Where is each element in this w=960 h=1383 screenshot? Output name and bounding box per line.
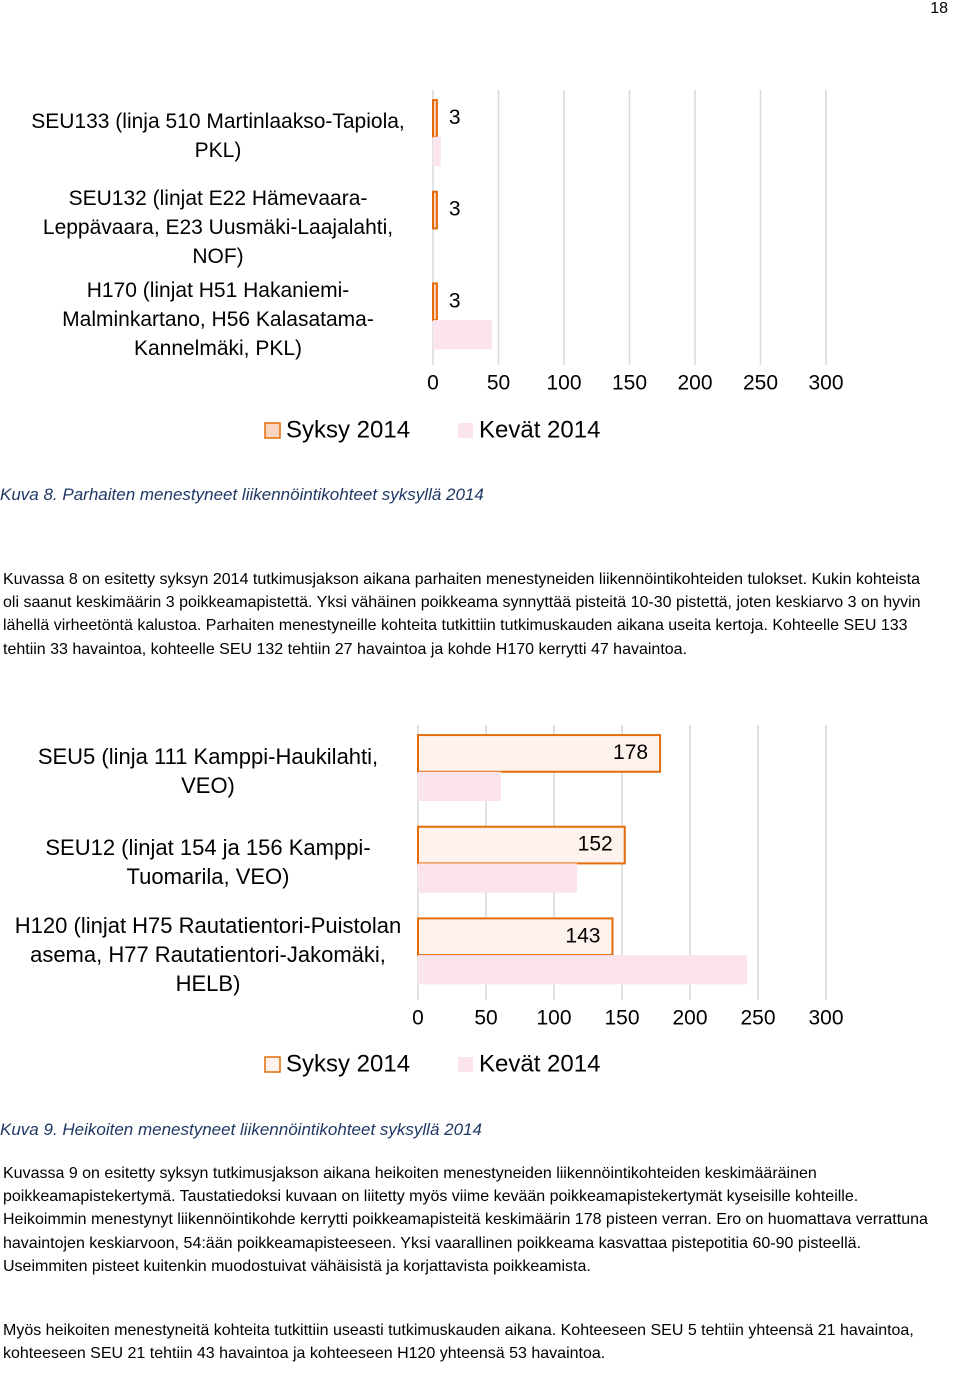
legend-label: Kevät 2014 [479,416,600,443]
x-tick-label: 50 [487,372,510,395]
bar [432,190,438,230]
caption: Kuva 9. Heikoiten menestyneet liikennöin… [0,1120,482,1139]
data-label: 152 [578,833,613,856]
x-tick-label: 300 [808,1007,843,1030]
x-tick-label: 0 [427,372,439,395]
x-tick-label: 50 [474,1007,497,1030]
category-label: H170 (linjat H51 Hakaniemi-Malminkartano… [62,278,374,360]
legend-label: Kevät 2014 [479,1050,600,1077]
category-label: SEU132 (linjat E22 Hämevaara-Leppävaara,… [42,186,394,268]
x-tick-label: 250 [740,1007,775,1030]
paragraph: Kuvassa 9 on esitetty syksyn tutkimusjak… [3,1165,928,1275]
bar [417,734,662,773]
legend-label: Syksy 2014 [286,1050,410,1077]
legend-swatch [264,422,281,439]
category-label: SEU5 (linja 111 Kamppi-Haukilahti, VEO) [37,743,379,798]
x-tick-label: 200 [672,1007,707,1030]
bar [418,771,501,802]
bar [417,825,626,865]
x-tick-label: 200 [677,372,712,395]
bar [418,955,748,985]
x-tick-label: 300 [808,372,843,395]
paragraph: Myös heikoiten menestyneitä kohteita tut… [3,1322,914,1363]
category-label: SEU133 (linja 510 Martinlaakso-Tapiola, … [31,109,405,162]
category-label: SEU12 (linjat 154 ja 156 Kamppi-Tuomaril… [45,835,371,890]
paragraph: Kuvassa 8 on esitetty syksyn 2014 tutkim… [3,571,921,658]
bar [433,320,492,350]
page-number: 18 [930,0,948,17]
legend-swatch [264,1056,281,1073]
data-label: 3 [449,198,461,221]
legend-swatch [458,1057,473,1072]
data-label: 3 [449,289,461,312]
x-tick-label: 250 [743,372,778,395]
data-label: 143 [565,924,600,947]
data-label: 178 [613,741,648,764]
x-tick-label: 100 [536,1007,571,1030]
bar [432,282,438,322]
bar [417,917,614,957]
x-tick-label: 100 [546,372,581,395]
legend-label: Syksy 2014 [286,416,410,443]
bar [433,136,441,167]
category-label: H120 (linjat H75 Rautatientori-Puistolan… [14,912,402,996]
data-label: 3 [449,106,461,129]
x-tick-label: 150 [604,1007,639,1030]
legend-swatch [458,423,473,438]
x-tick-label: 0 [412,1007,424,1030]
bar [418,863,578,893]
bar [432,99,438,138]
x-tick-label: 150 [612,372,647,395]
caption: Kuva 8. Parhaiten menestyneet liikennöin… [0,485,484,504]
